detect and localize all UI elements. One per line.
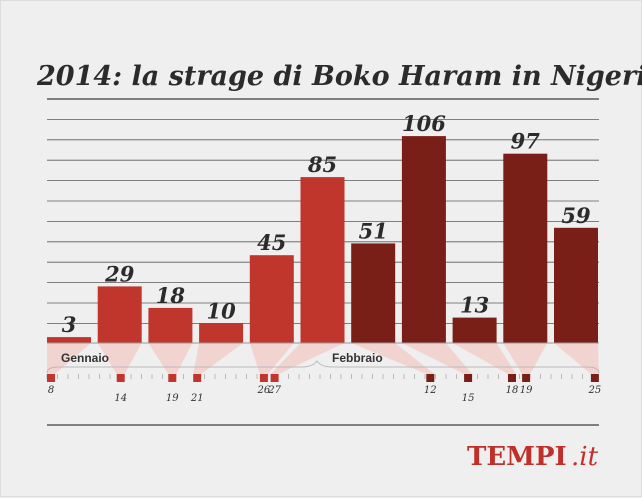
day-label: 12 xyxy=(424,385,437,396)
day-marker xyxy=(270,374,279,382)
bar-value-label: 10 xyxy=(206,299,236,324)
month-label-gennaio: Gennaio xyxy=(61,351,109,365)
bars xyxy=(47,136,598,343)
bar xyxy=(47,337,91,343)
date-ribbon xyxy=(351,343,435,374)
date-ribbon xyxy=(270,343,345,374)
bar xyxy=(199,323,244,343)
day-label: 15 xyxy=(462,393,475,404)
date-ribbon xyxy=(47,343,91,374)
day-label: 25 xyxy=(588,385,602,396)
day-label: 26 xyxy=(257,385,271,396)
day-marker xyxy=(590,374,599,382)
day-label: 27 xyxy=(267,385,281,396)
day-marker xyxy=(464,374,473,382)
date-ribbon xyxy=(148,343,193,374)
bar-value-label: 59 xyxy=(561,203,591,228)
day-marker xyxy=(508,374,516,382)
day-label: 14 xyxy=(114,393,127,404)
day-marker xyxy=(522,374,531,382)
day-marker xyxy=(168,374,177,382)
day-marker xyxy=(116,374,125,382)
value-labels: 3 29 18 10 45 85 51 106 13 97 59 xyxy=(62,111,591,337)
logo-brand: TEMPI xyxy=(467,442,567,472)
bar-value-label: 18 xyxy=(156,283,186,308)
bar-value-label: 13 xyxy=(460,293,489,318)
date-ribbons xyxy=(47,343,599,374)
day-marker xyxy=(47,374,55,382)
day-label: 18 xyxy=(506,385,519,396)
date-ribbon xyxy=(554,343,599,374)
date-ribbon xyxy=(97,343,142,374)
bar xyxy=(554,227,598,343)
tempi-logo: TEMPI .it xyxy=(467,442,599,472)
date-ribbon xyxy=(401,343,473,374)
month-label-febbraio: Febbraio xyxy=(332,351,383,365)
date-ribbon xyxy=(249,343,294,374)
day-label: 19 xyxy=(520,385,533,396)
day-label: 19 xyxy=(166,393,179,404)
bar-value-label: 3 xyxy=(62,312,77,337)
date-ribbon xyxy=(193,343,244,374)
bar-value-label: 29 xyxy=(104,261,135,286)
bar-value-label: 85 xyxy=(307,152,337,177)
bar-value-label: 51 xyxy=(359,218,388,243)
bar xyxy=(300,177,345,343)
bar-value-label: 45 xyxy=(257,230,286,255)
bar xyxy=(401,136,446,343)
bar xyxy=(97,286,142,343)
month-brace xyxy=(46,360,600,374)
bar-value-label: 97 xyxy=(511,129,541,154)
bar xyxy=(249,255,294,343)
chart-title: 2014: la strage di Boko Haram in Nigeria xyxy=(36,61,642,92)
date-ribbon xyxy=(452,343,516,374)
logo-suffix: .it xyxy=(571,442,599,472)
day-marker xyxy=(426,374,435,382)
day-marker xyxy=(259,374,268,382)
date-ribbon xyxy=(503,343,548,374)
bar-value-label: 106 xyxy=(402,111,446,136)
day-label: 8 xyxy=(48,385,54,396)
bar xyxy=(148,307,193,343)
bar xyxy=(452,317,497,343)
bar xyxy=(351,243,396,343)
bar xyxy=(503,153,548,343)
day-label: 21 xyxy=(190,393,204,404)
day-marker xyxy=(193,374,202,382)
